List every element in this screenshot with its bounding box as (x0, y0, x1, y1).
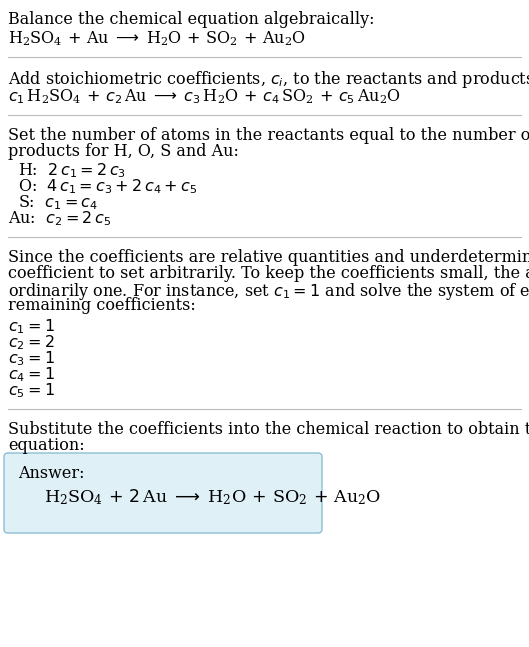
Text: S:  $c_1 = c_4$: S: $c_1 = c_4$ (18, 193, 98, 212)
Text: Since the coefficients are relative quantities and underdetermined, choose a: Since the coefficients are relative quan… (8, 249, 529, 266)
Text: $c_2 = 2$: $c_2 = 2$ (8, 333, 54, 352)
Text: remaining coefficients:: remaining coefficients: (8, 297, 196, 314)
Text: coefficient to set arbitrarily. To keep the coefficients small, the arbitrary va: coefficient to set arbitrarily. To keep … (8, 265, 529, 282)
Text: equation:: equation: (8, 437, 85, 454)
Text: Au:  $c_2 = 2\,c_5$: Au: $c_2 = 2\,c_5$ (8, 209, 111, 228)
Text: O:  $4\,c_1 = c_3 + 2\,c_4 + c_5$: O: $4\,c_1 = c_3 + 2\,c_4 + c_5$ (18, 177, 197, 195)
Text: $c_1 = 1$: $c_1 = 1$ (8, 317, 55, 336)
Text: Answer:: Answer: (18, 465, 85, 482)
FancyBboxPatch shape (4, 453, 322, 533)
Text: $\mathregular{H_2SO_4}$$\,+\,$Au$\;\longrightarrow\;$$\mathregular{H_2O}$$\,+\,$: $\mathregular{H_2SO_4}$$\,+\,$Au$\;\long… (8, 29, 306, 48)
Text: ordinarily one. For instance, set $c_1 = 1$ and solve the system of equations fo: ordinarily one. For instance, set $c_1 =… (8, 281, 529, 302)
Text: Add stoichiometric coefficients, $c_i$, to the reactants and products:: Add stoichiometric coefficients, $c_i$, … (8, 69, 529, 90)
Text: H:  $2\,c_1 = 2\,c_3$: H: $2\,c_1 = 2\,c_3$ (18, 161, 126, 180)
Text: Set the number of atoms in the reactants equal to the number of atoms in the: Set the number of atoms in the reactants… (8, 127, 529, 144)
Text: $c_1\,$$\mathregular{H_2SO_4}$$\,+\,c_2\,$Au$\;\longrightarrow\;$$c_3\,$$\mathre: $c_1\,$$\mathregular{H_2SO_4}$$\,+\,c_2\… (8, 87, 401, 105)
Text: $c_4 = 1$: $c_4 = 1$ (8, 365, 55, 384)
Text: Substitute the coefficients into the chemical reaction to obtain the balanced: Substitute the coefficients into the che… (8, 421, 529, 438)
Text: $c_3 = 1$: $c_3 = 1$ (8, 349, 55, 367)
Text: $c_5 = 1$: $c_5 = 1$ (8, 381, 55, 400)
Text: products for H, O, S and Au:: products for H, O, S and Au: (8, 143, 239, 160)
Text: $\mathregular{H_2SO_4}$$\,+\,$$2\,$Au$\;\longrightarrow\;$$\mathregular{H_2O}$$\: $\mathregular{H_2SO_4}$$\,+\,$$2\,$Au$\;… (44, 487, 381, 507)
Text: Balance the chemical equation algebraically:: Balance the chemical equation algebraica… (8, 11, 375, 28)
